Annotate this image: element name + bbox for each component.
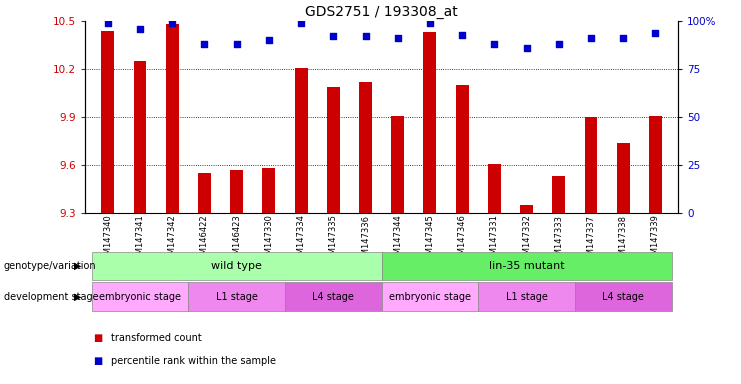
Bar	[617, 143, 630, 213]
Text: transformed count: transformed count	[111, 333, 202, 343]
Text: percentile rank within the sample: percentile rank within the sample	[111, 356, 276, 366]
Bar	[585, 117, 597, 213]
Point	[456, 31, 468, 38]
Text: ▶: ▶	[74, 291, 82, 302]
Bar	[133, 61, 147, 213]
Bar	[391, 116, 404, 213]
Point	[328, 33, 339, 40]
Point	[617, 35, 629, 41]
Point	[359, 33, 371, 40]
Text: L4 stage: L4 stage	[313, 291, 354, 302]
Bar	[359, 82, 372, 213]
Point	[650, 30, 662, 36]
Point	[166, 20, 178, 26]
Bar	[649, 116, 662, 213]
Title: GDS2751 / 193308_at: GDS2751 / 193308_at	[305, 5, 458, 19]
Point	[392, 35, 404, 41]
Point	[521, 45, 533, 51]
Bar	[552, 176, 565, 213]
Bar	[424, 32, 436, 213]
Text: ■: ■	[93, 356, 102, 366]
Point	[295, 20, 307, 26]
Point	[102, 20, 113, 26]
Point	[134, 26, 146, 32]
Bar	[520, 205, 533, 213]
Bar	[166, 24, 179, 213]
Text: L1 stage: L1 stage	[505, 291, 548, 302]
Text: L1 stage: L1 stage	[216, 291, 258, 302]
Bar	[295, 68, 308, 213]
Point	[199, 41, 210, 47]
Point	[488, 41, 500, 47]
Text: lin-35 mutant: lin-35 mutant	[489, 261, 565, 271]
Bar	[102, 31, 114, 213]
Point	[553, 41, 565, 47]
Point	[263, 37, 275, 43]
Text: genotype/variation: genotype/variation	[4, 261, 96, 271]
Text: ■: ■	[93, 333, 102, 343]
Point	[424, 20, 436, 26]
Text: embryonic stage: embryonic stage	[99, 291, 181, 302]
Bar	[262, 168, 276, 213]
Text: L4 stage: L4 stage	[602, 291, 644, 302]
Text: ▶: ▶	[74, 261, 82, 271]
Point	[230, 41, 242, 47]
Text: development stage: development stage	[4, 291, 99, 302]
Text: wild type: wild type	[211, 261, 262, 271]
Bar	[198, 173, 211, 213]
Bar	[488, 164, 501, 213]
Bar	[456, 85, 468, 213]
Bar	[327, 87, 339, 213]
Point	[585, 35, 597, 41]
Bar	[230, 170, 243, 213]
Text: embryonic stage: embryonic stage	[389, 291, 471, 302]
